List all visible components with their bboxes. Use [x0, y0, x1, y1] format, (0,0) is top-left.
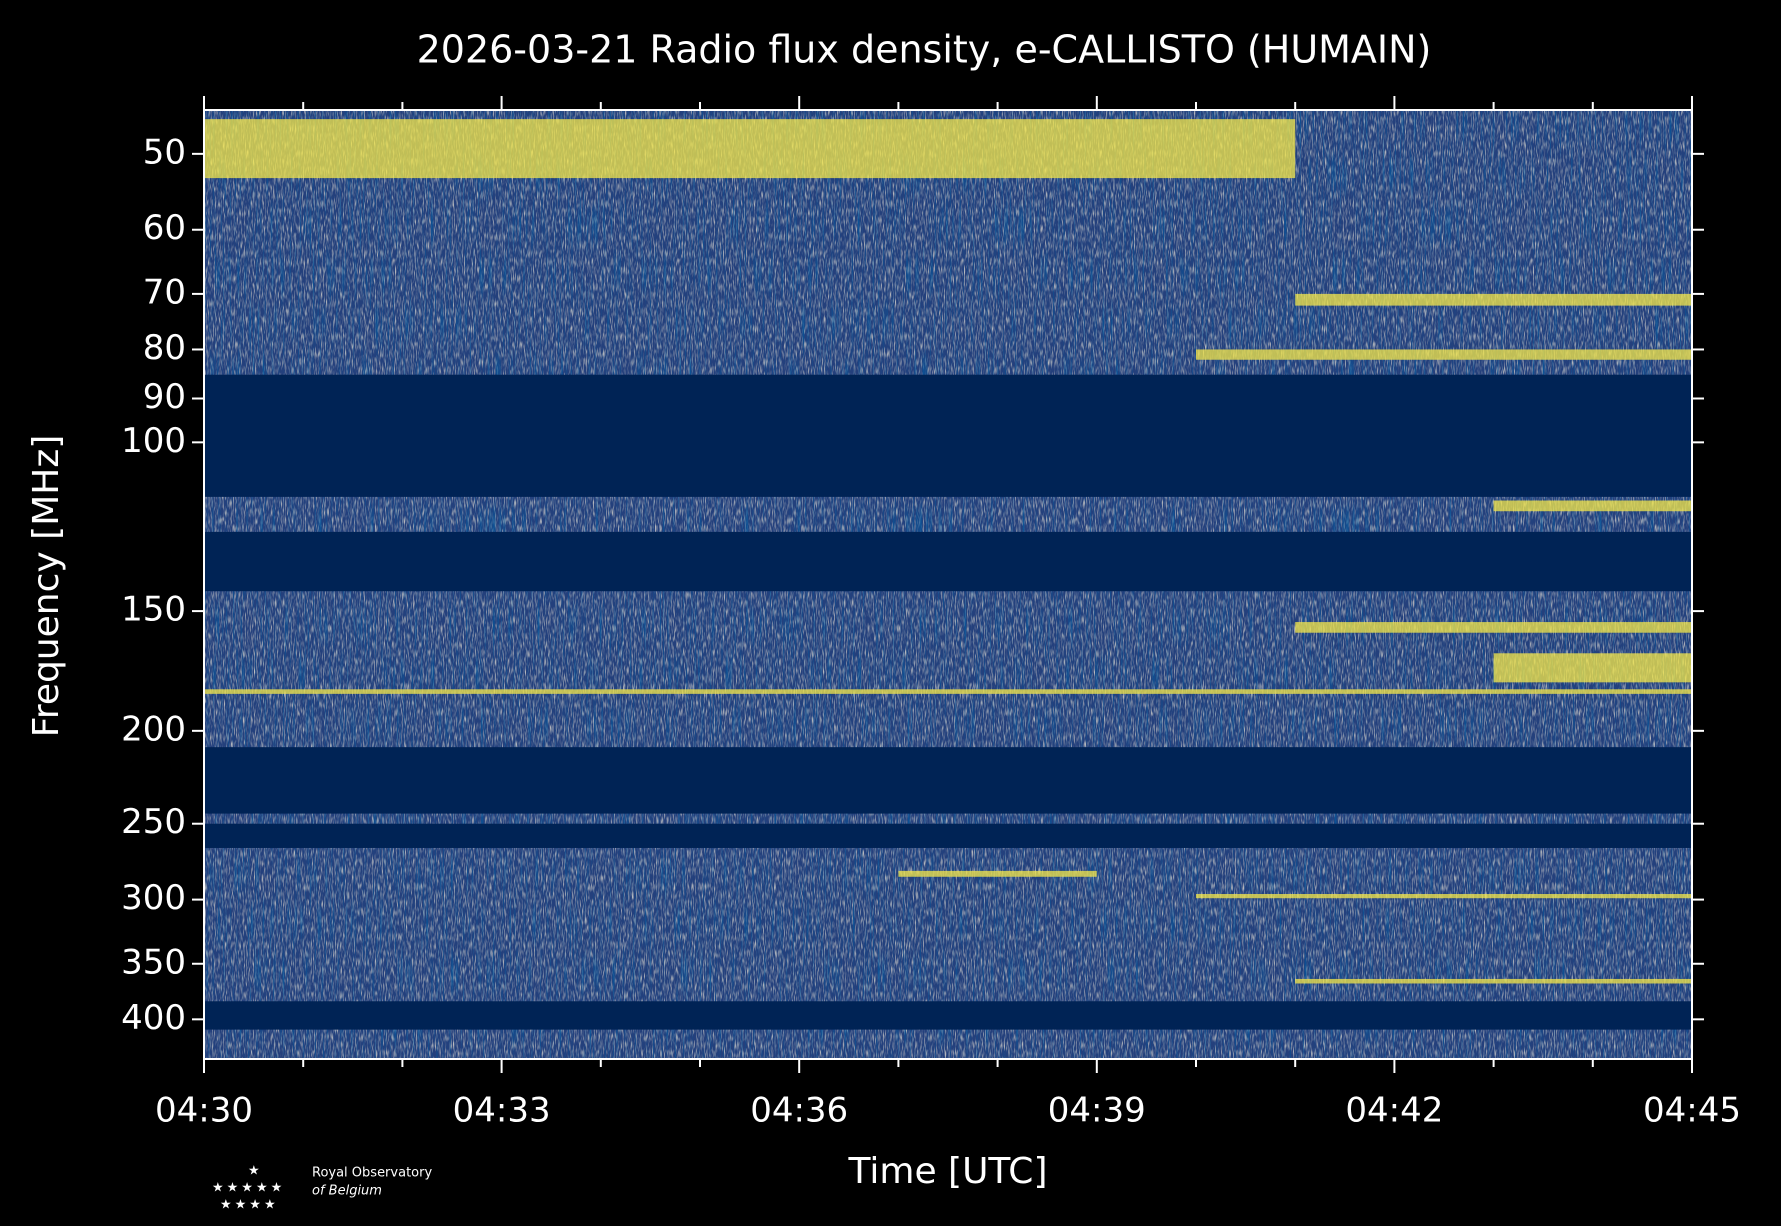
x-axis-label: Time [UTC] [847, 1151, 1047, 1192]
svg-text:★★★★: ★★★★ [220, 1198, 279, 1213]
x-tick-label: 04:42 [1345, 1091, 1443, 1131]
spectrogram [204, 110, 1692, 1059]
x-tick-label: 04:45 [1643, 1091, 1741, 1131]
y-tick-label: 150 [121, 590, 186, 630]
x-tick-label: 04:39 [1048, 1091, 1146, 1131]
emission-feature [898, 870, 1097, 877]
logo-text: of Belgium [312, 1184, 382, 1199]
y-tick-label: 250 [121, 802, 186, 842]
y-tick-label: 300 [121, 878, 186, 918]
chart-title: 2026-03-21 Radio flux density, e-CALLIST… [417, 28, 1432, 72]
y-tick-label: 350 [121, 942, 186, 982]
x-tick-label: 04:33 [453, 1091, 551, 1131]
y-tick-label: 80 [143, 328, 186, 368]
y-axis-label: Frequency [MHz] [26, 435, 67, 738]
svg-text:★: ★ [248, 1164, 260, 1179]
emission-feature [1493, 500, 1692, 512]
blank-band [204, 747, 1692, 814]
svg-text:★★★★★: ★★★★★ [212, 1181, 285, 1196]
x-tick-label: 04:36 [750, 1091, 848, 1131]
y-tick-label: 50 [143, 132, 186, 172]
emission-feature [1493, 653, 1692, 683]
emission-feature [204, 689, 1692, 694]
x-tick-label: 04:30 [155, 1091, 253, 1131]
blank-band [204, 1001, 1692, 1030]
y-tick-label: 90 [143, 377, 186, 417]
y-tick-label: 60 [143, 208, 186, 248]
y-tick-label: 200 [121, 709, 186, 749]
y-tick-label: 100 [121, 421, 186, 461]
blank-band [204, 823, 1692, 848]
logo-text: Royal Observatory [312, 1166, 432, 1181]
y-tick-label: 70 [143, 272, 186, 312]
blank-band [204, 374, 1692, 497]
emission-feature [1196, 349, 1692, 360]
emission-feature [1295, 622, 1692, 633]
blank-band [204, 531, 1692, 592]
emission-feature [1196, 894, 1692, 899]
emission-feature [204, 119, 1296, 179]
emission-feature [1295, 293, 1692, 306]
emission-feature [1295, 978, 1692, 984]
y-tick-label: 400 [121, 998, 186, 1038]
plot-frame [203, 109, 1693, 1060]
logo: ★ ★★★★★ ★★★★ Royal Observatory of Belgiu… [212, 1164, 432, 1213]
